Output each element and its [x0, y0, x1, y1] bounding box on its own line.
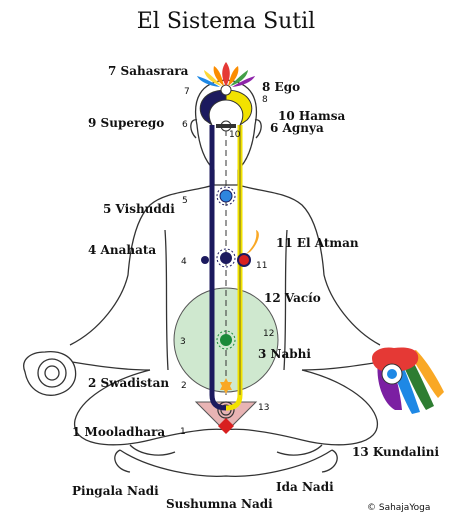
label-swadistan: 2 Swadistan	[88, 376, 169, 390]
swadistan-chakra	[220, 378, 232, 394]
small-num-12: 12	[263, 329, 274, 339]
small-num-6: 6	[182, 120, 188, 130]
page-title: El Sistema Sutil	[137, 9, 315, 34]
agnya-chakra	[216, 120, 236, 132]
small-num-13: 13	[258, 403, 269, 413]
label-pingala-nadi: Pingala Nadi	[72, 484, 159, 498]
ego-superego	[199, 84, 253, 126]
mooladhara-chakra	[218, 418, 234, 434]
sahasrara-lotus	[197, 62, 255, 87]
vishuddhi-chakra	[216, 186, 236, 206]
small-num-1: 1	[180, 427, 186, 437]
label-sahasrara: 7 Sahasrara	[108, 64, 189, 78]
copyright: © SahajaYoga	[367, 503, 430, 513]
label-agnya: 6 Agnya	[270, 121, 324, 135]
small-num-10: 10	[229, 130, 241, 140]
body-outline	[59, 79, 393, 477]
small-num-4: 4	[181, 257, 187, 267]
small-num-8: 8	[262, 95, 268, 105]
chakra-labels: 7 Sahasrara 8 Ego 9 Superego 10 Hamsa 6 …	[72, 64, 440, 459]
anahata-chakras	[201, 230, 259, 268]
label-ida-nadi: Ida Nadi	[276, 480, 334, 494]
label-vishuddi: 5 Vishuddi	[103, 202, 175, 216]
nabhi-chakra	[216, 330, 236, 350]
label-mooladhara: 1 Mooladhara	[72, 425, 165, 439]
label-atman: 11 El Atman	[276, 236, 359, 250]
right-hand	[372, 347, 444, 414]
label-nabhi: 3 Nabhi	[258, 347, 311, 361]
small-num-2: 2	[181, 381, 187, 391]
small-numbers: 7 8 6 10 5 4 11 3 12 2 13 1	[180, 87, 274, 437]
label-hamsa: 10 Hamsa	[278, 109, 345, 123]
nadi-labels: Pingala Nadi Sushumna Nadi Ida Nadi	[72, 480, 334, 511]
label-sushumna-nadi: Sushumna Nadi	[166, 497, 273, 511]
label-anahata: 4 Anahata	[88, 243, 156, 257]
small-num-7: 7	[184, 87, 190, 97]
label-kundalini: 13 Kundalini	[352, 445, 440, 459]
label-superego: 9 Superego	[88, 116, 164, 130]
small-num-11: 11	[256, 261, 267, 271]
label-vacio: 12 Vacío	[264, 291, 321, 305]
label-ego: 8 Ego	[262, 80, 300, 94]
small-num-3: 3	[180, 337, 186, 347]
left-hand	[23, 350, 77, 396]
small-num-5: 5	[182, 196, 188, 206]
